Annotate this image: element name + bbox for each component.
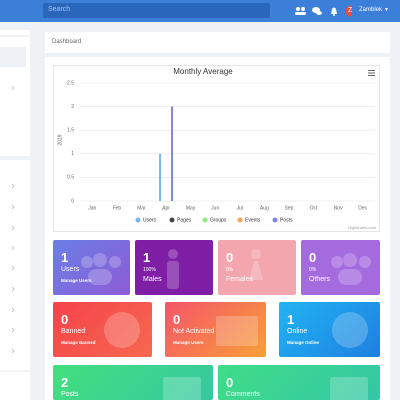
- y-tick-label: 2: [71, 104, 74, 110]
- breadcrumb-bar: Dashboard: [45, 32, 390, 53]
- card-icon: [167, 249, 179, 289]
- card-label: Not Activated: [173, 328, 215, 335]
- search-placeholder: Search: [48, 6, 71, 13]
- legend-label: Pages: [177, 217, 192, 223]
- legend-marker: [237, 217, 243, 223]
- card-label: Females: [226, 276, 253, 283]
- card-value: 0: [226, 375, 234, 390]
- legend-label: Groups: [210, 217, 227, 223]
- menu-icon[interactable]: [368, 70, 375, 76]
- card-percent: 0%: [309, 267, 317, 273]
- y-tick-label: 0: [71, 198, 74, 204]
- legend-marker: [202, 217, 208, 223]
- stat-card[interactable]: 0 0% Females: [218, 240, 296, 295]
- x-tick-label: Jan: [88, 205, 96, 211]
- x-tick-label: Aug: [260, 205, 269, 211]
- card-icon: [216, 316, 258, 346]
- legend-label: Posts: [280, 217, 293, 223]
- card-label: Comments: [226, 391, 260, 398]
- card-link: Manage Users: [173, 340, 204, 345]
- card-icon: [332, 312, 368, 348]
- stat-card[interactable]: 1 Users Manage Users: [53, 240, 130, 295]
- card-value: 2: [61, 375, 69, 390]
- y-tick-label: 2.5: [67, 80, 74, 86]
- card-icon: [81, 253, 121, 285]
- user-name[interactable]: Zamblek: [359, 7, 383, 13]
- avatar[interactable]: [345, 5, 353, 17]
- y-tick-label: 1: [71, 151, 74, 157]
- card-value: 1: [287, 312, 295, 327]
- card-link: Manage Users: [61, 278, 92, 283]
- legend-marker: [135, 217, 141, 223]
- legend-label: Users: [143, 217, 157, 223]
- y-axis-title: 2019: [57, 134, 63, 145]
- y-tick-label: 1.5: [67, 128, 74, 134]
- card-link: Manage Online: [287, 340, 320, 345]
- stat-card[interactable]: 2 Posts: [53, 365, 213, 400]
- chart-frame: [53, 65, 380, 232]
- x-tick-label: May: [186, 205, 196, 211]
- x-tick-label: Nov: [334, 205, 343, 211]
- sidebar: [0, 30, 30, 400]
- card-label: Posts: [61, 391, 79, 398]
- x-tick-label: Jul: [237, 205, 243, 211]
- chat-icon[interactable]: [312, 7, 322, 15]
- legend-marker: [169, 217, 175, 223]
- x-tick-label: Apr: [162, 205, 170, 211]
- stat-card[interactable]: 0 Comments: [218, 365, 380, 400]
- card-value: 1: [61, 250, 69, 265]
- card-value: 0: [226, 250, 234, 265]
- chart: Monthly Average 2019 Highcharts.com 0 0.5…: [53, 65, 380, 232]
- card-link: Manage Banned: [61, 340, 96, 345]
- users-icon[interactable]: [295, 7, 306, 15]
- card-percent: 100%: [143, 267, 156, 273]
- x-tick-label: Feb: [113, 205, 122, 211]
- stat-card[interactable]: 0 Banned Manage Banned: [53, 302, 152, 357]
- card-icon: [330, 377, 368, 400]
- legend-marker: [272, 217, 278, 223]
- stat-card[interactable]: 1 Online Manage Online: [279, 302, 380, 357]
- card-label: Users: [61, 266, 80, 273]
- card-icon: [163, 377, 201, 400]
- topbar-icons: [295, 5, 353, 17]
- stat-card[interactable]: 0 Not Activated Manage Users: [165, 302, 266, 357]
- avatar-initial: Z: [348, 7, 353, 14]
- card-label: Males: [143, 276, 162, 283]
- credits[interactable]: Highcharts.com: [348, 225, 376, 230]
- card-value: 1: [143, 250, 151, 265]
- card-label: Online: [287, 328, 308, 335]
- card-icon: [249, 249, 263, 280]
- legend-label: Events: [245, 217, 261, 223]
- card-value: 0: [309, 250, 317, 265]
- x-tick-label: Mar: [137, 205, 146, 211]
- y-tick-label: 0.5: [67, 175, 74, 181]
- x-tick-label: Dec: [358, 205, 367, 211]
- bar: [159, 153, 162, 201]
- search-box[interactable]: Search: [43, 3, 270, 18]
- card-value: 0: [61, 312, 69, 327]
- card-percent: 0%: [226, 267, 234, 273]
- card-icon: [104, 312, 140, 348]
- x-tick-label: Sep: [285, 205, 294, 211]
- card-label: Banned: [61, 328, 86, 335]
- stat-card[interactable]: 1 100% Males: [135, 240, 213, 295]
- chart-title: Monthly Average: [173, 67, 233, 76]
- bar: [171, 106, 174, 201]
- stat-card[interactable]: 0 0% Others: [301, 240, 380, 295]
- card-value: 0: [173, 312, 181, 327]
- card-icon: [331, 253, 371, 285]
- caret: ▼: [384, 7, 389, 13]
- card-label: Others: [309, 276, 331, 283]
- topbar: Search Z Zamblek ▼: [0, 0, 400, 22]
- x-tick-label: Oct: [310, 205, 318, 211]
- breadcrumb[interactable]: Dashboard: [52, 39, 82, 45]
- x-tick-label: Jun: [211, 205, 219, 211]
- bell-icon[interactable]: [331, 7, 337, 17]
